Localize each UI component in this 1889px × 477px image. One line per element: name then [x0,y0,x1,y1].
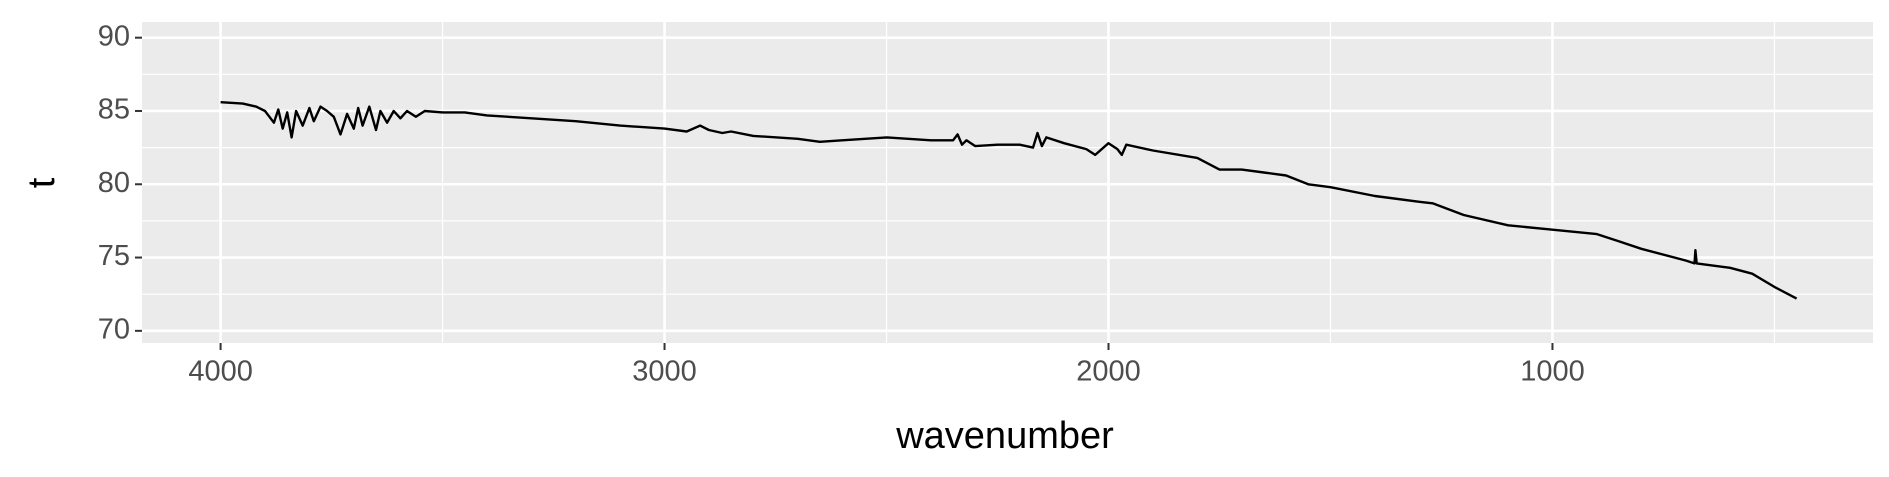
x-tick-label: 1000 [1520,356,1585,388]
x-tick-label: 4000 [188,356,253,388]
y-tick-label: 80 [98,167,130,199]
panel [142,22,1873,343]
x-tick-label: 2000 [1076,356,1141,388]
y-tick-label: 75 [98,240,130,272]
x-tick-label: 3000 [632,356,697,388]
y-tick-label: 70 [98,313,130,345]
x-axis-title: wavenumber [895,415,1114,457]
y-tick-label: 85 [98,94,130,126]
data-line [220,101,1798,300]
y-tick-label: 90 [98,20,130,52]
y-axis-title: t [21,177,63,188]
